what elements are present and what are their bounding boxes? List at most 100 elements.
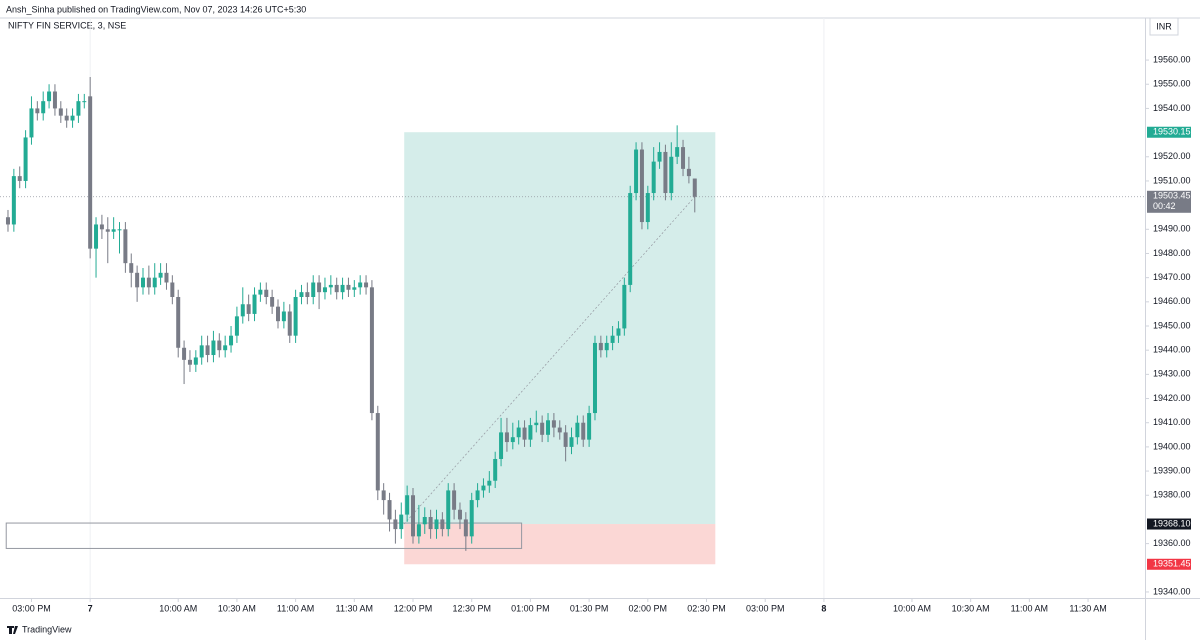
- candle: [551, 413, 556, 438]
- candle-body: [23, 137, 28, 181]
- y-tick-label: 19340.00: [1153, 586, 1191, 596]
- candle-body: [41, 101, 46, 114]
- candle: [469, 492, 474, 544]
- candle-body: [587, 413, 592, 440]
- candle: [305, 282, 310, 305]
- candle-body: [463, 519, 468, 537]
- candle: [634, 142, 639, 201]
- candle-body: [82, 101, 87, 103]
- currency-box[interactable]: [1149, 17, 1179, 36]
- y-tick-label: 19550.00: [1153, 79, 1191, 89]
- candle: [692, 178, 697, 213]
- last-price-countdown: 00:42: [1153, 201, 1176, 211]
- candle: [522, 420, 527, 447]
- x-tick-label: 10:00 AM: [159, 603, 197, 613]
- candle: [41, 91, 46, 121]
- candle-body: [487, 480, 492, 486]
- candle-body: [293, 296, 298, 336]
- candle: [293, 289, 298, 343]
- candle-body: [88, 96, 93, 249]
- candle: [252, 287, 257, 322]
- candle: [481, 478, 486, 498]
- candle-body: [393, 519, 398, 530]
- candle: [99, 214, 104, 239]
- drawn-rectangle: [5, 522, 523, 549]
- candle: [657, 142, 662, 169]
- candle: [399, 502, 404, 539]
- candle: [616, 321, 621, 343]
- candle: [516, 420, 521, 445]
- candle: [557, 420, 562, 440]
- y-tick-label: 19510.00: [1153, 175, 1191, 185]
- candle: [135, 265, 140, 302]
- candle-body: [352, 287, 357, 290]
- candle-body: [146, 277, 151, 288]
- candle-body: [686, 168, 691, 177]
- logo-icon: [7, 626, 18, 634]
- y-tick-label: 19480.00: [1153, 248, 1191, 258]
- candle-body: [551, 420, 556, 428]
- candle: [358, 275, 363, 295]
- candle-body: [199, 345, 204, 358]
- candle: [240, 287, 245, 324]
- candle: [211, 330, 216, 363]
- y-tick-label: 19560.00: [1153, 54, 1191, 64]
- candle: [510, 422, 515, 450]
- candle: [64, 108, 69, 128]
- candle: [528, 417, 533, 447]
- candle: [334, 277, 339, 300]
- candle: [105, 217, 110, 264]
- candle: [393, 509, 398, 544]
- candle: [422, 507, 427, 534]
- x-tick-label: 11:00 AM: [1011, 603, 1048, 613]
- x-tick-label: 10:00 AM: [893, 603, 931, 613]
- candle-body: [358, 282, 363, 288]
- candle-body: [675, 147, 680, 157]
- candle: [58, 101, 63, 123]
- x-tick-label: 11:30 AM: [336, 603, 373, 613]
- x-tick-label: 8: [821, 603, 826, 613]
- x-tick-label: 12:00 PM: [394, 603, 433, 613]
- plot-area: [0, 18, 1145, 598]
- candle: [117, 222, 122, 254]
- candle-body: [657, 151, 662, 162]
- y-tick-label: 19360.00: [1153, 538, 1191, 548]
- candle: [129, 253, 134, 288]
- candle-body: [546, 420, 551, 435]
- candle-body: [422, 517, 427, 525]
- candle: [663, 144, 668, 201]
- candle-body: [616, 328, 621, 336]
- candle-body: [258, 289, 263, 295]
- last-price-badge: [1147, 190, 1191, 213]
- candle: [493, 451, 498, 488]
- candle: [229, 326, 234, 353]
- candle: [504, 417, 509, 452]
- candle-body: [317, 282, 322, 293]
- candle-body: [522, 427, 527, 440]
- candle: [299, 284, 304, 305]
- candle-body: [164, 272, 169, 283]
- candle-body: [334, 284, 339, 293]
- candle: [428, 509, 433, 539]
- candle-body: [416, 524, 421, 537]
- candle: [146, 265, 151, 295]
- candle-body: [105, 229, 110, 232]
- candle-body: [375, 413, 380, 491]
- candle-body: [481, 485, 486, 491]
- candle: [499, 417, 504, 467]
- candle-body: [187, 359, 192, 365]
- candle-body: [563, 432, 568, 447]
- candle-body: [628, 193, 633, 285]
- last-price-label: 19503.45: [1153, 191, 1191, 201]
- candle: [29, 96, 34, 145]
- candle: [681, 139, 686, 177]
- candle-body: [592, 342, 597, 414]
- currency[interactable]: INR: [1156, 21, 1172, 31]
- candle-body: [369, 287, 374, 414]
- candle: [328, 275, 333, 295]
- logo-text: TradingView: [22, 624, 72, 634]
- candle: [340, 277, 345, 300]
- candle-body: [52, 91, 57, 109]
- candle: [76, 93, 81, 123]
